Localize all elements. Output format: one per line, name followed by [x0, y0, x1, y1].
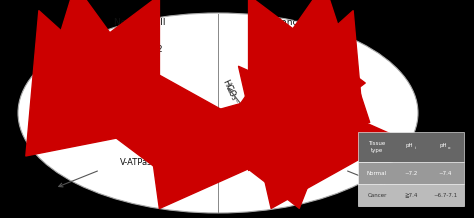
Text: Lac, H⁺(MCT): Lac, H⁺(MCT) [270, 105, 325, 114]
Text: Na⁺/H⁺: Na⁺/H⁺ [75, 80, 105, 89]
Text: pH: pH [115, 45, 128, 54]
Text: CA: CA [80, 133, 91, 142]
Text: i: i [131, 48, 133, 53]
Text: o: o [448, 146, 450, 150]
Text: Tissue
type: Tissue type [368, 141, 386, 153]
Ellipse shape [18, 13, 418, 213]
Text: pH: pH [405, 143, 413, 148]
Text: Cancer: Cancer [367, 192, 387, 198]
Bar [358, 132, 464, 162]
Text: HCO₃⁻: HCO₃⁻ [220, 78, 239, 106]
Text: V-ATPase: V-ATPase [120, 158, 158, 167]
Text: ~7.2: ~7.2 [138, 45, 163, 54]
Text: ~7.4: ~7.4 [438, 170, 452, 175]
Bar [358, 184, 464, 206]
Text: Lac, H⁺(MCT): Lac, H⁺(MCT) [65, 105, 120, 114]
Text: CO₂: CO₂ [232, 125, 248, 134]
Text: ~7.2: ~7.2 [404, 170, 418, 175]
Text: V-ATPase: V-ATPase [235, 158, 273, 167]
Text: CA: CA [288, 133, 300, 142]
Text: Normal: Normal [367, 170, 387, 175]
Text: Na⁺/H⁺: Na⁺/H⁺ [270, 80, 300, 89]
Text: ≧7.4: ≧7.4 [290, 45, 315, 54]
Text: pH: pH [439, 143, 447, 148]
Text: i: i [414, 146, 416, 150]
Text: pH: pH [265, 45, 277, 54]
Bar [358, 162, 464, 184]
Text: ≧7.4: ≧7.4 [404, 192, 418, 198]
Text: Normal cell: Normal cell [114, 18, 166, 27]
Text: ~6.7-7.1: ~6.7-7.1 [433, 192, 457, 198]
Text: i: i [281, 48, 283, 53]
Text: Cancer cell: Cancer cell [275, 18, 325, 27]
